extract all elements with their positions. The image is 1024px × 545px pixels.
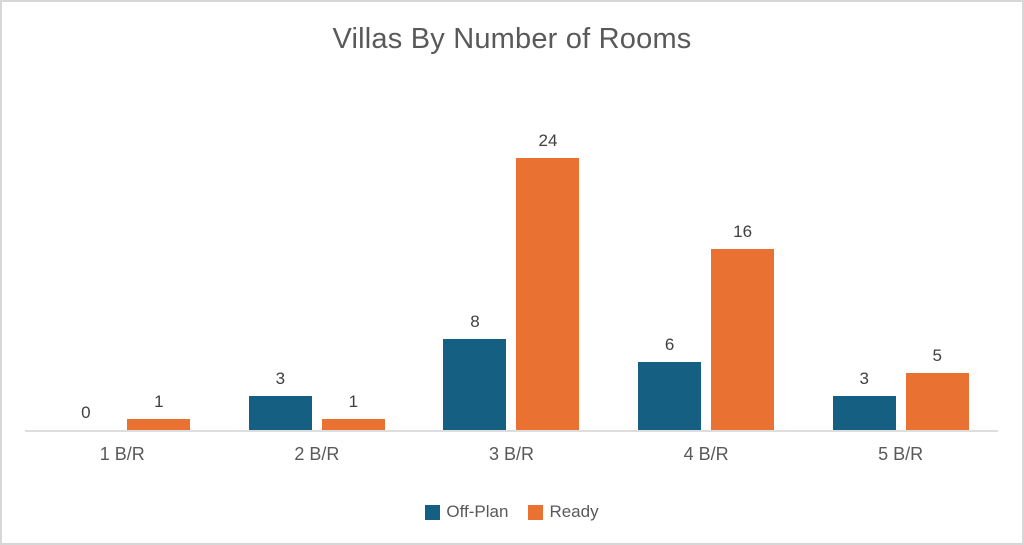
- legend-swatch-ready: [528, 504, 544, 520]
- category-group-4br: 6 16: [609, 120, 804, 430]
- bar-cell-offplan-2br: 3: [248, 120, 312, 430]
- data-label: 0: [81, 403, 91, 423]
- x-axis-label-4br: 4 B/R: [683, 444, 729, 464]
- x-axis-label-3br: 3 B/R: [488, 444, 534, 464]
- bar-offplan-2br[interactable]: [248, 396, 312, 430]
- bar-cell-ready-4br: 16: [711, 120, 775, 430]
- x-axis-labels: 1 B/R 2 B/R 3 B/R 4 B/R 5 B/R: [25, 444, 998, 465]
- bar-cell-offplan-4br: 6: [638, 120, 702, 430]
- bar-cell-offplan-5br: 3: [832, 120, 896, 430]
- bar-ready-3br[interactable]: [516, 158, 580, 430]
- category-group-3br: 8 24: [414, 120, 609, 430]
- data-label: 1: [348, 392, 359, 412]
- legend-item-offplan[interactable]: Off-Plan: [425, 502, 508, 522]
- legend-swatch-offplan: [425, 504, 441, 520]
- bar-ready-4br[interactable]: [711, 249, 775, 430]
- bar-ready-5br[interactable]: [905, 373, 969, 430]
- data-label: 3: [275, 369, 286, 389]
- bar-cell-ready-5br: 5: [905, 120, 969, 430]
- legend-label: Ready: [549, 502, 599, 521]
- legend-item-ready[interactable]: Ready: [528, 502, 599, 522]
- bar-offplan-4br[interactable]: [638, 362, 702, 430]
- x-axis-label-2br: 2 B/R: [294, 444, 340, 464]
- bar-cell-offplan-3br: 8: [443, 120, 507, 430]
- plot-area: 0 1 3 1 8 24 6 16 3 5: [25, 120, 998, 432]
- bar-offplan-5br[interactable]: [832, 396, 896, 430]
- data-label: 1: [154, 392, 164, 412]
- x-axis-label-1br: 1 B/R: [99, 444, 145, 464]
- data-label: 6: [664, 335, 675, 355]
- x-axis-label-5br: 5 B/R: [878, 444, 924, 464]
- bar-ready-1br[interactable]: [127, 419, 191, 430]
- data-label: 16: [733, 222, 753, 242]
- bar-cell-ready-1br: 1: [127, 120, 191, 430]
- legend-label: Off-Plan: [446, 502, 509, 521]
- bar-ready-2br[interactable]: [321, 419, 385, 430]
- chart-title: Villas By Number of Rooms: [332, 23, 692, 55]
- bar-cell-offplan-1br: 0: [54, 120, 117, 430]
- bar-cell-ready-2br: 1: [321, 120, 385, 430]
- data-label: 24: [538, 131, 558, 151]
- bar-cell-ready-3br: 24: [516, 120, 580, 430]
- data-label: 3: [859, 369, 869, 389]
- data-label: 5: [932, 346, 942, 366]
- data-label: 8: [470, 312, 480, 332]
- chart-legend: Off-Plan Ready: [2, 502, 1022, 522]
- bar-offplan-3br[interactable]: [443, 339, 507, 430]
